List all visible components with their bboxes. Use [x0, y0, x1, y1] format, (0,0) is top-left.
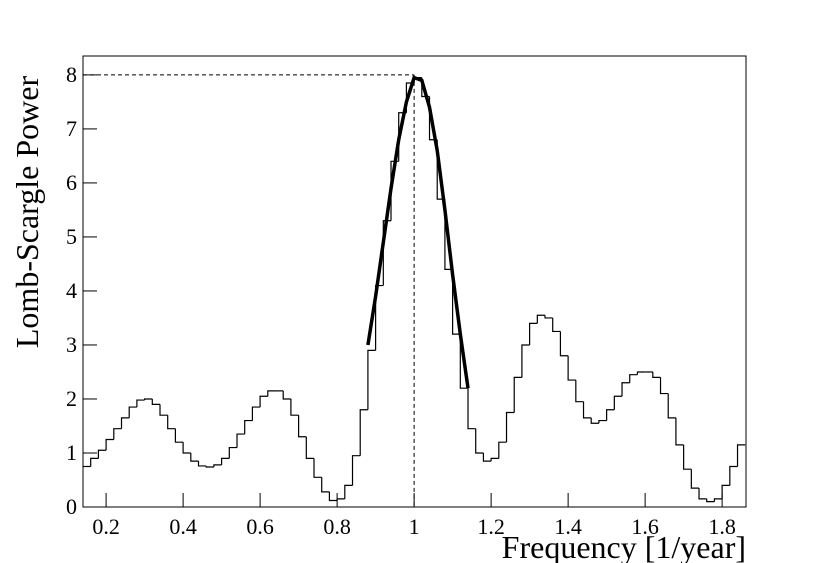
histogram-bin [251, 406, 261, 421]
histogram-bin [544, 315, 553, 319]
histogram-bin [559, 331, 569, 357]
histogram-bin [159, 404, 168, 416]
x-tick-label: 0.8 [323, 514, 351, 539]
histogram-bin [328, 491, 338, 502]
histogram-bin [652, 371, 661, 378]
histogram-bin [136, 399, 145, 408]
histogram-bin [575, 380, 584, 403]
histogram-bin [736, 444, 746, 467]
histogram-bin [659, 377, 669, 395]
x-tick-label: 0.2 [92, 514, 120, 539]
histogram-bin [128, 406, 137, 418]
histogram-bin [336, 498, 345, 501]
histogram-bin [529, 322, 538, 345]
histogram-bin [482, 452, 492, 462]
histogram-bin [321, 477, 330, 493]
histogram-bin [151, 398, 161, 405]
histogram-bin [298, 415, 307, 438]
histogram-bin [221, 457, 230, 465]
x-tick-label: 0.6 [246, 514, 274, 539]
histogram-bin [683, 444, 692, 470]
histogram-bin [498, 441, 507, 459]
histogram-bin [359, 409, 368, 456]
histogram-bin [97, 449, 107, 459]
histogram-bin [167, 415, 176, 430]
histogram-bin [90, 457, 99, 467]
histogram-bin [505, 411, 515, 443]
histogram-bin [621, 382, 630, 397]
x-tick-label: 1.2 [477, 514, 505, 539]
x-tick-label: 0.4 [169, 514, 197, 539]
histogram-bin [590, 417, 599, 424]
x-tick-label: 1 [409, 514, 420, 539]
histogram-bin [667, 393, 676, 419]
y-tick-label: 1 [66, 440, 77, 465]
x-axis-title: Frequency [1/year] [502, 529, 746, 563]
histogram-bin [236, 433, 245, 448]
histogram-bin [475, 428, 484, 454]
histogram-bin [290, 398, 299, 416]
histogram-bin [513, 376, 522, 413]
histogram-bin [259, 395, 268, 408]
histogram-bin [729, 465, 738, 486]
y-tick-label: 6 [66, 170, 77, 195]
histogram-bin [120, 417, 130, 429]
x-tick-label: 1.6 [631, 514, 659, 539]
histogram-bin [521, 344, 530, 378]
histogram-bin [698, 488, 707, 500]
histogram-bin [606, 409, 615, 421]
histogram-bin [344, 484, 353, 499]
histogram-bin [213, 464, 222, 468]
histogram-bin [713, 498, 723, 502]
histogram-bin [467, 388, 476, 430]
histogram-bin [282, 390, 291, 400]
histogram-bin [174, 428, 184, 443]
histogram-bin [675, 417, 684, 446]
histogram-bin [452, 269, 461, 335]
histogram-bin [567, 355, 576, 381]
histogram-bin [105, 438, 114, 451]
histogram-bin [351, 455, 361, 486]
histogram-bin [706, 498, 715, 503]
histogram-bin [636, 371, 646, 375]
histogram-bin [313, 458, 322, 478]
histogram-bin [197, 461, 207, 467]
y-tick-label: 8 [66, 62, 77, 87]
histogram-bin [536, 314, 546, 324]
histogram-bin [459, 334, 469, 389]
histogram-bin [267, 390, 276, 397]
y-tick-label: 5 [66, 224, 77, 249]
histogram-bin [490, 457, 499, 462]
histogram-bin [629, 374, 638, 383]
histogram-bin [552, 317, 561, 333]
histogram-bin [367, 349, 376, 410]
histogram-bin [305, 436, 315, 459]
histogram-bin [113, 428, 122, 440]
fit-curve [366, 75, 470, 389]
x-tick-label: 1.4 [554, 514, 582, 539]
y-axis-title: Lomb-Scargle Power [9, 76, 45, 349]
histogram-bin [205, 465, 214, 468]
y-tick-label: 7 [66, 116, 77, 141]
histogram-bin [244, 419, 253, 435]
histogram-bin [190, 452, 199, 462]
histogram-bin [182, 442, 191, 454]
y-tick-label: 4 [66, 278, 77, 303]
histogram-bin [582, 401, 592, 419]
histogram-bin [613, 395, 623, 410]
histogram-bin [690, 469, 700, 489]
x-tick-label: 1.8 [708, 514, 736, 539]
y-tick-label: 0 [66, 494, 77, 519]
y-tick-label: 2 [66, 386, 77, 411]
histogram-bin [598, 419, 607, 424]
histogram-bin [228, 446, 238, 459]
histogram-bin [382, 220, 392, 286]
y-tick-label: 3 [66, 332, 77, 357]
histogram-bin [721, 484, 730, 499]
histogram-bin [144, 398, 153, 401]
